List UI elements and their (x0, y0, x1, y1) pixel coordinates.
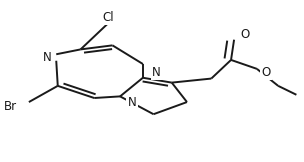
Text: Cl: Cl (102, 11, 114, 23)
Text: N: N (152, 66, 161, 79)
Text: O: O (261, 66, 271, 79)
Text: N: N (43, 51, 51, 64)
Text: Br: Br (4, 100, 17, 113)
Text: O: O (240, 28, 249, 40)
Text: N: N (128, 96, 136, 109)
